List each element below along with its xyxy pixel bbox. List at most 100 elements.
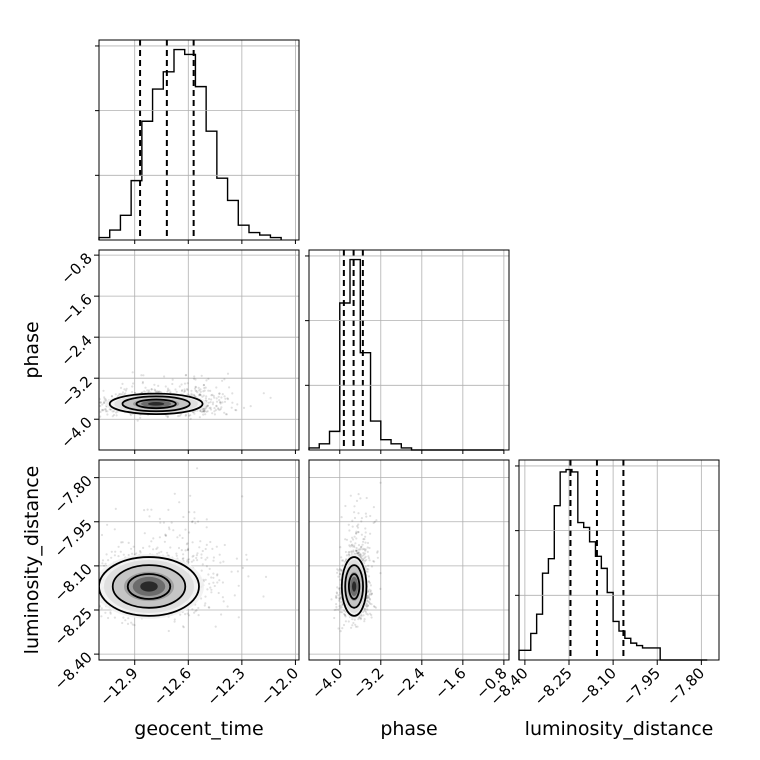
sample-point — [170, 521, 173, 524]
sample-point — [206, 404, 209, 407]
histogram-luminosity_distance — [515, 459, 720, 661]
sample-point — [153, 388, 156, 391]
joint-panel-luminosity_distance-phase — [308, 459, 510, 661]
sample-point — [350, 626, 353, 629]
x-axis-label: luminosity_distance — [525, 718, 714, 740]
sample-point — [186, 388, 189, 392]
sample-point — [192, 559, 195, 562]
sample-point — [178, 501, 181, 504]
contour-line — [340, 556, 368, 617]
sample-point — [195, 556, 198, 560]
sample-point — [245, 553, 248, 556]
sample-point — [372, 506, 375, 509]
sample-point — [173, 492, 176, 495]
sample-point — [158, 536, 161, 539]
sample-point — [218, 408, 221, 412]
sample-point — [220, 396, 223, 399]
contour-line — [344, 564, 364, 609]
sample-point — [339, 610, 342, 614]
sample-point — [366, 541, 370, 545]
sample-point — [212, 559, 215, 562]
sample-point — [351, 545, 354, 548]
sample-point — [221, 379, 224, 382]
sample-point — [200, 597, 203, 600]
sample-point — [368, 546, 371, 550]
sample-point — [186, 558, 189, 561]
sample-point — [345, 538, 349, 541]
y-tick-label: −8.10 — [51, 560, 96, 605]
sample-point — [90, 606, 92, 608]
sample-point — [351, 624, 354, 627]
sample-point — [104, 410, 108, 413]
x-axis-geocent_time: −12.9 −12.6 −12.3 −12.0 geocent_time — [96, 240, 302, 740]
sample-point — [336, 568, 339, 571]
sample-point — [189, 494, 192, 497]
sample-point — [186, 560, 189, 563]
sample-point — [245, 558, 249, 561]
sample-point — [335, 596, 338, 599]
sample-point — [364, 531, 367, 534]
y-axis-label: phase — [21, 321, 43, 378]
sample-point — [197, 394, 200, 397]
sample-point — [216, 573, 219, 576]
sample-point — [202, 413, 205, 416]
sample-point — [355, 550, 358, 553]
sample-point — [121, 382, 124, 385]
sample-point — [180, 549, 183, 552]
sample-point — [338, 599, 341, 602]
sample-point — [94, 398, 96, 400]
sample-point — [367, 575, 371, 578]
sample-point — [141, 382, 144, 385]
sample-point — [186, 612, 189, 615]
sample-point — [203, 386, 206, 390]
x-tick-label: −7.80 — [663, 664, 708, 709]
sample-point — [202, 410, 205, 413]
sample-point — [355, 530, 358, 533]
sample-point — [167, 629, 170, 633]
sample-point — [191, 541, 194, 544]
sample-point — [114, 507, 117, 510]
sample-point — [211, 412, 214, 415]
sample-point — [351, 543, 354, 546]
sample-point — [71, 411, 73, 413]
sample-point — [339, 607, 342, 610]
sample-point — [152, 548, 155, 551]
sample-point — [203, 407, 206, 410]
sample-point — [368, 601, 371, 604]
sample-point — [218, 399, 221, 402]
sample-point — [221, 596, 224, 599]
sample-point — [226, 397, 229, 400]
sample-point — [89, 394, 91, 396]
sample-point — [366, 613, 369, 616]
sample-point — [207, 389, 210, 392]
sample-point — [119, 550, 122, 553]
sample-point — [369, 514, 372, 518]
sample-point — [92, 597, 94, 599]
sample-point — [131, 552, 134, 555]
sample-point — [367, 568, 370, 571]
sample-point — [117, 555, 120, 558]
sample-point — [353, 535, 356, 538]
sample-point — [223, 400, 227, 403]
sample-point — [209, 586, 212, 589]
sample-point — [364, 604, 368, 607]
sample-point — [225, 413, 228, 416]
sample-point — [65, 563, 67, 565]
sample-point — [136, 419, 139, 422]
sample-point — [339, 591, 342, 594]
sample-point — [226, 398, 230, 401]
sample-point — [181, 557, 184, 561]
density-cell — [148, 402, 165, 406]
sample-point — [361, 548, 364, 551]
sample-point — [202, 408, 205, 411]
sample-point — [182, 553, 185, 556]
sample-point — [99, 401, 102, 404]
sample-point — [373, 520, 376, 524]
sample-point — [183, 390, 186, 393]
sample-point — [362, 547, 365, 551]
panel-frame — [518, 459, 720, 661]
sample-point — [199, 393, 202, 396]
sample-point — [366, 570, 369, 573]
sample-point — [110, 395, 113, 398]
